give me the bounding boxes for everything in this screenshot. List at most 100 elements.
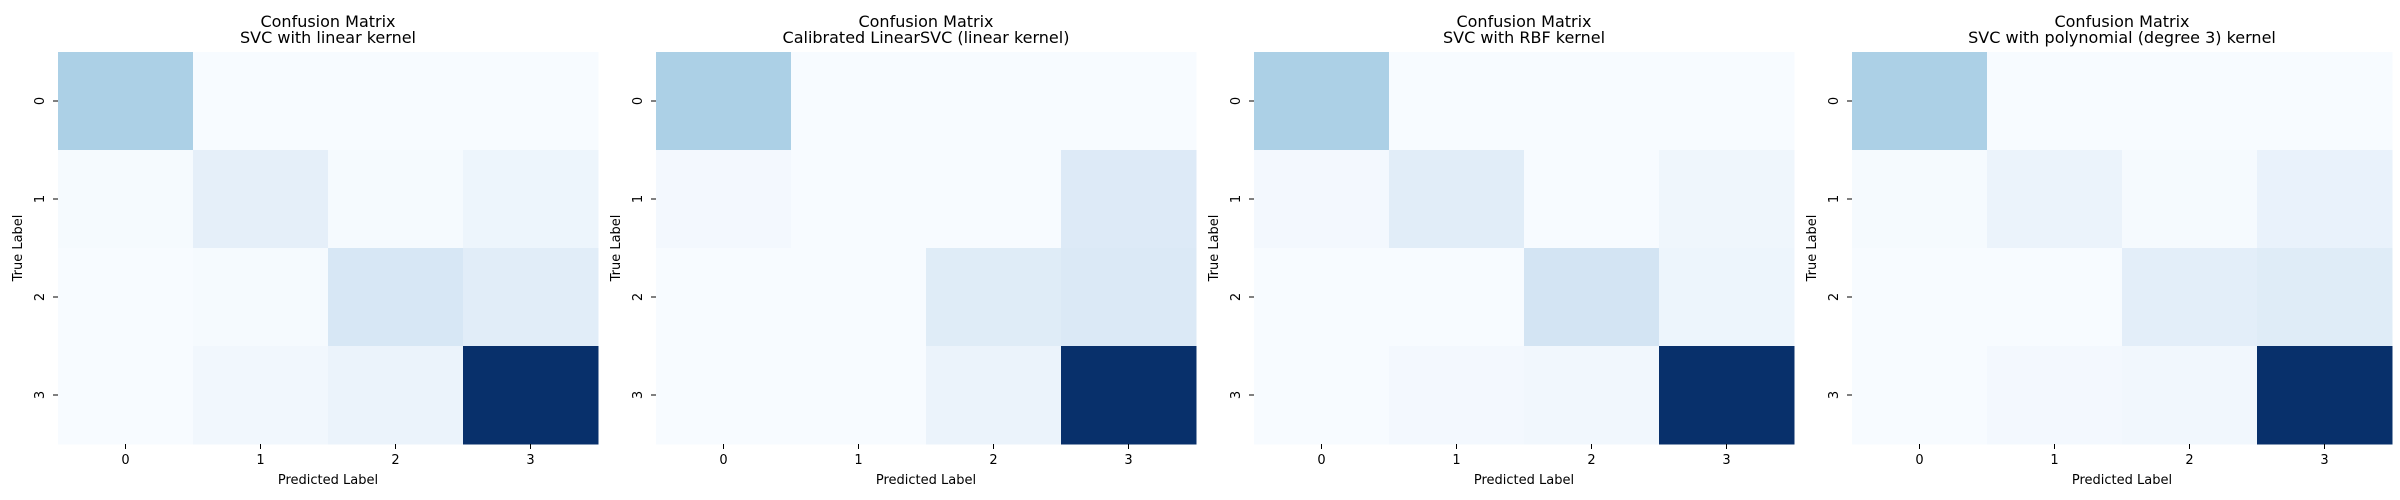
y-axis-label: True Label: [609, 215, 624, 283]
x-axis-label: Predicted Label: [876, 473, 976, 488]
x-tick-label: 1: [2050, 453, 2058, 468]
x-tick-label: 0: [719, 453, 727, 468]
heatmap-cell: [1987, 52, 2123, 151]
y-tick-label: 2: [33, 293, 48, 301]
heatmap-cell: [926, 150, 1062, 249]
heatmap-cell: [1659, 346, 1795, 445]
chart-title-line: SVC with RBF kernel: [1443, 28, 1605, 47]
heatmap-cell: [1389, 52, 1525, 151]
heatmap-cell: [1524, 150, 1660, 249]
heatmap-cell: [463, 52, 599, 151]
heatmap-cell: [656, 346, 792, 445]
heatmap-cell: [463, 248, 599, 347]
chart-title-line: Confusion Matrix: [260, 12, 395, 31]
heatmap-cell: [791, 150, 927, 249]
heatmap-cell: [1987, 248, 2123, 347]
heatmap-cell: [193, 346, 329, 445]
heatmap-cell: [58, 150, 194, 249]
y-tick-label: 0: [1827, 97, 1842, 105]
chart-title-line: Confusion Matrix: [1456, 12, 1591, 31]
heatmap-cell: [1659, 150, 1795, 249]
heatmap-cell: [1254, 248, 1390, 347]
heatmap-cell: [791, 248, 927, 347]
heatmap-cell: [1852, 346, 1988, 445]
heatmap-cell: [328, 150, 464, 249]
y-tick-label: 0: [631, 97, 646, 105]
y-axis-label: True Label: [1207, 215, 1222, 283]
x-tick-label: 3: [2320, 453, 2328, 468]
x-tick-label: 3: [1722, 453, 1730, 468]
y-tick-label: 2: [1827, 293, 1842, 301]
y-tick-label: 3: [33, 391, 48, 399]
heatmap-cell: [328, 52, 464, 151]
chart-title-line: Confusion Matrix: [858, 12, 993, 31]
chart-title-line: SVC with linear kernel: [240, 28, 416, 47]
heatmap-cell: [926, 346, 1062, 445]
x-axis-label: Predicted Label: [1474, 473, 1574, 488]
heatmap-cell: [1061, 346, 1197, 445]
chart-title-line: Calibrated LinearSVC (linear kernel): [783, 28, 1070, 47]
heatmap-cell: [328, 248, 464, 347]
heatmap-cell: [656, 248, 792, 347]
heatmap-cell: [1987, 150, 2123, 249]
heatmap-cell: [1254, 150, 1390, 249]
y-tick-label: 3: [631, 391, 646, 399]
x-axis-label: Predicted Label: [2072, 473, 2172, 488]
heatmap-cell: [1061, 248, 1197, 347]
heatmap-cell: [1659, 248, 1795, 347]
heatmap-cell: [1524, 248, 1660, 347]
heatmap-cell: [2122, 150, 2258, 249]
y-tick-label: 2: [1229, 293, 1244, 301]
heatmap-cell: [2122, 52, 2258, 151]
heatmap-cell: [926, 52, 1062, 151]
heatmap-cell: [463, 346, 599, 445]
heatmap-cell: [1852, 52, 1988, 151]
y-axis-label: True Label: [1805, 215, 1820, 283]
y-tick-label: 1: [1229, 195, 1244, 203]
heatmap-cell: [2257, 52, 2393, 151]
heatmap-cell: [463, 150, 599, 249]
x-tick-label: 2: [989, 453, 997, 468]
heatmap-cell: [2257, 248, 2393, 347]
chart-title-line: Confusion Matrix: [2054, 12, 2189, 31]
y-tick-label: 3: [1229, 391, 1244, 399]
heatmap-cell: [1524, 52, 1660, 151]
heatmap-cell: [1524, 346, 1660, 445]
heatmap-cell: [1659, 52, 1795, 151]
heatmap-cell: [1852, 248, 1988, 347]
y-tick-label: 1: [33, 195, 48, 203]
heatmap-cell: [656, 52, 792, 151]
heatmap-cell: [2122, 346, 2258, 445]
y-tick-label: 2: [631, 293, 646, 301]
x-tick-label: 2: [1587, 453, 1595, 468]
chart-title-line: SVC with polynomial (degree 3) kernel: [1968, 28, 2276, 47]
x-tick-label: 0: [1317, 453, 1325, 468]
heatmap-cell: [1987, 346, 2123, 445]
heatmap-cell: [1254, 52, 1390, 151]
x-tick-label: 1: [854, 453, 862, 468]
x-tick-label: 0: [1915, 453, 1923, 468]
heatmap-cell: [2257, 346, 2393, 445]
x-tick-label: 3: [526, 453, 534, 468]
heatmap-cell: [193, 248, 329, 347]
x-tick-label: 0: [121, 453, 129, 468]
heatmap-cell: [2257, 150, 2393, 249]
x-tick-label: 2: [2185, 453, 2193, 468]
heatmap-cell: [1254, 346, 1390, 445]
heatmap-cell: [193, 150, 329, 249]
heatmap-cell: [58, 346, 194, 445]
heatmap-cell: [791, 346, 927, 445]
heatmap-cell: [791, 52, 927, 151]
heatmap-cell: [1061, 52, 1197, 151]
y-tick-label: 1: [1827, 195, 1842, 203]
x-tick-label: 1: [1452, 453, 1460, 468]
x-tick-label: 3: [1124, 453, 1132, 468]
heatmap-cell: [1389, 346, 1525, 445]
heatmap-cell: [656, 150, 792, 249]
x-tick-label: 2: [391, 453, 399, 468]
heatmap-cell: [1852, 150, 1988, 249]
heatmap-cell: [2122, 248, 2258, 347]
x-tick-label: 1: [256, 453, 264, 468]
y-tick-label: 0: [1229, 97, 1244, 105]
heatmap-cell: [1061, 150, 1197, 249]
